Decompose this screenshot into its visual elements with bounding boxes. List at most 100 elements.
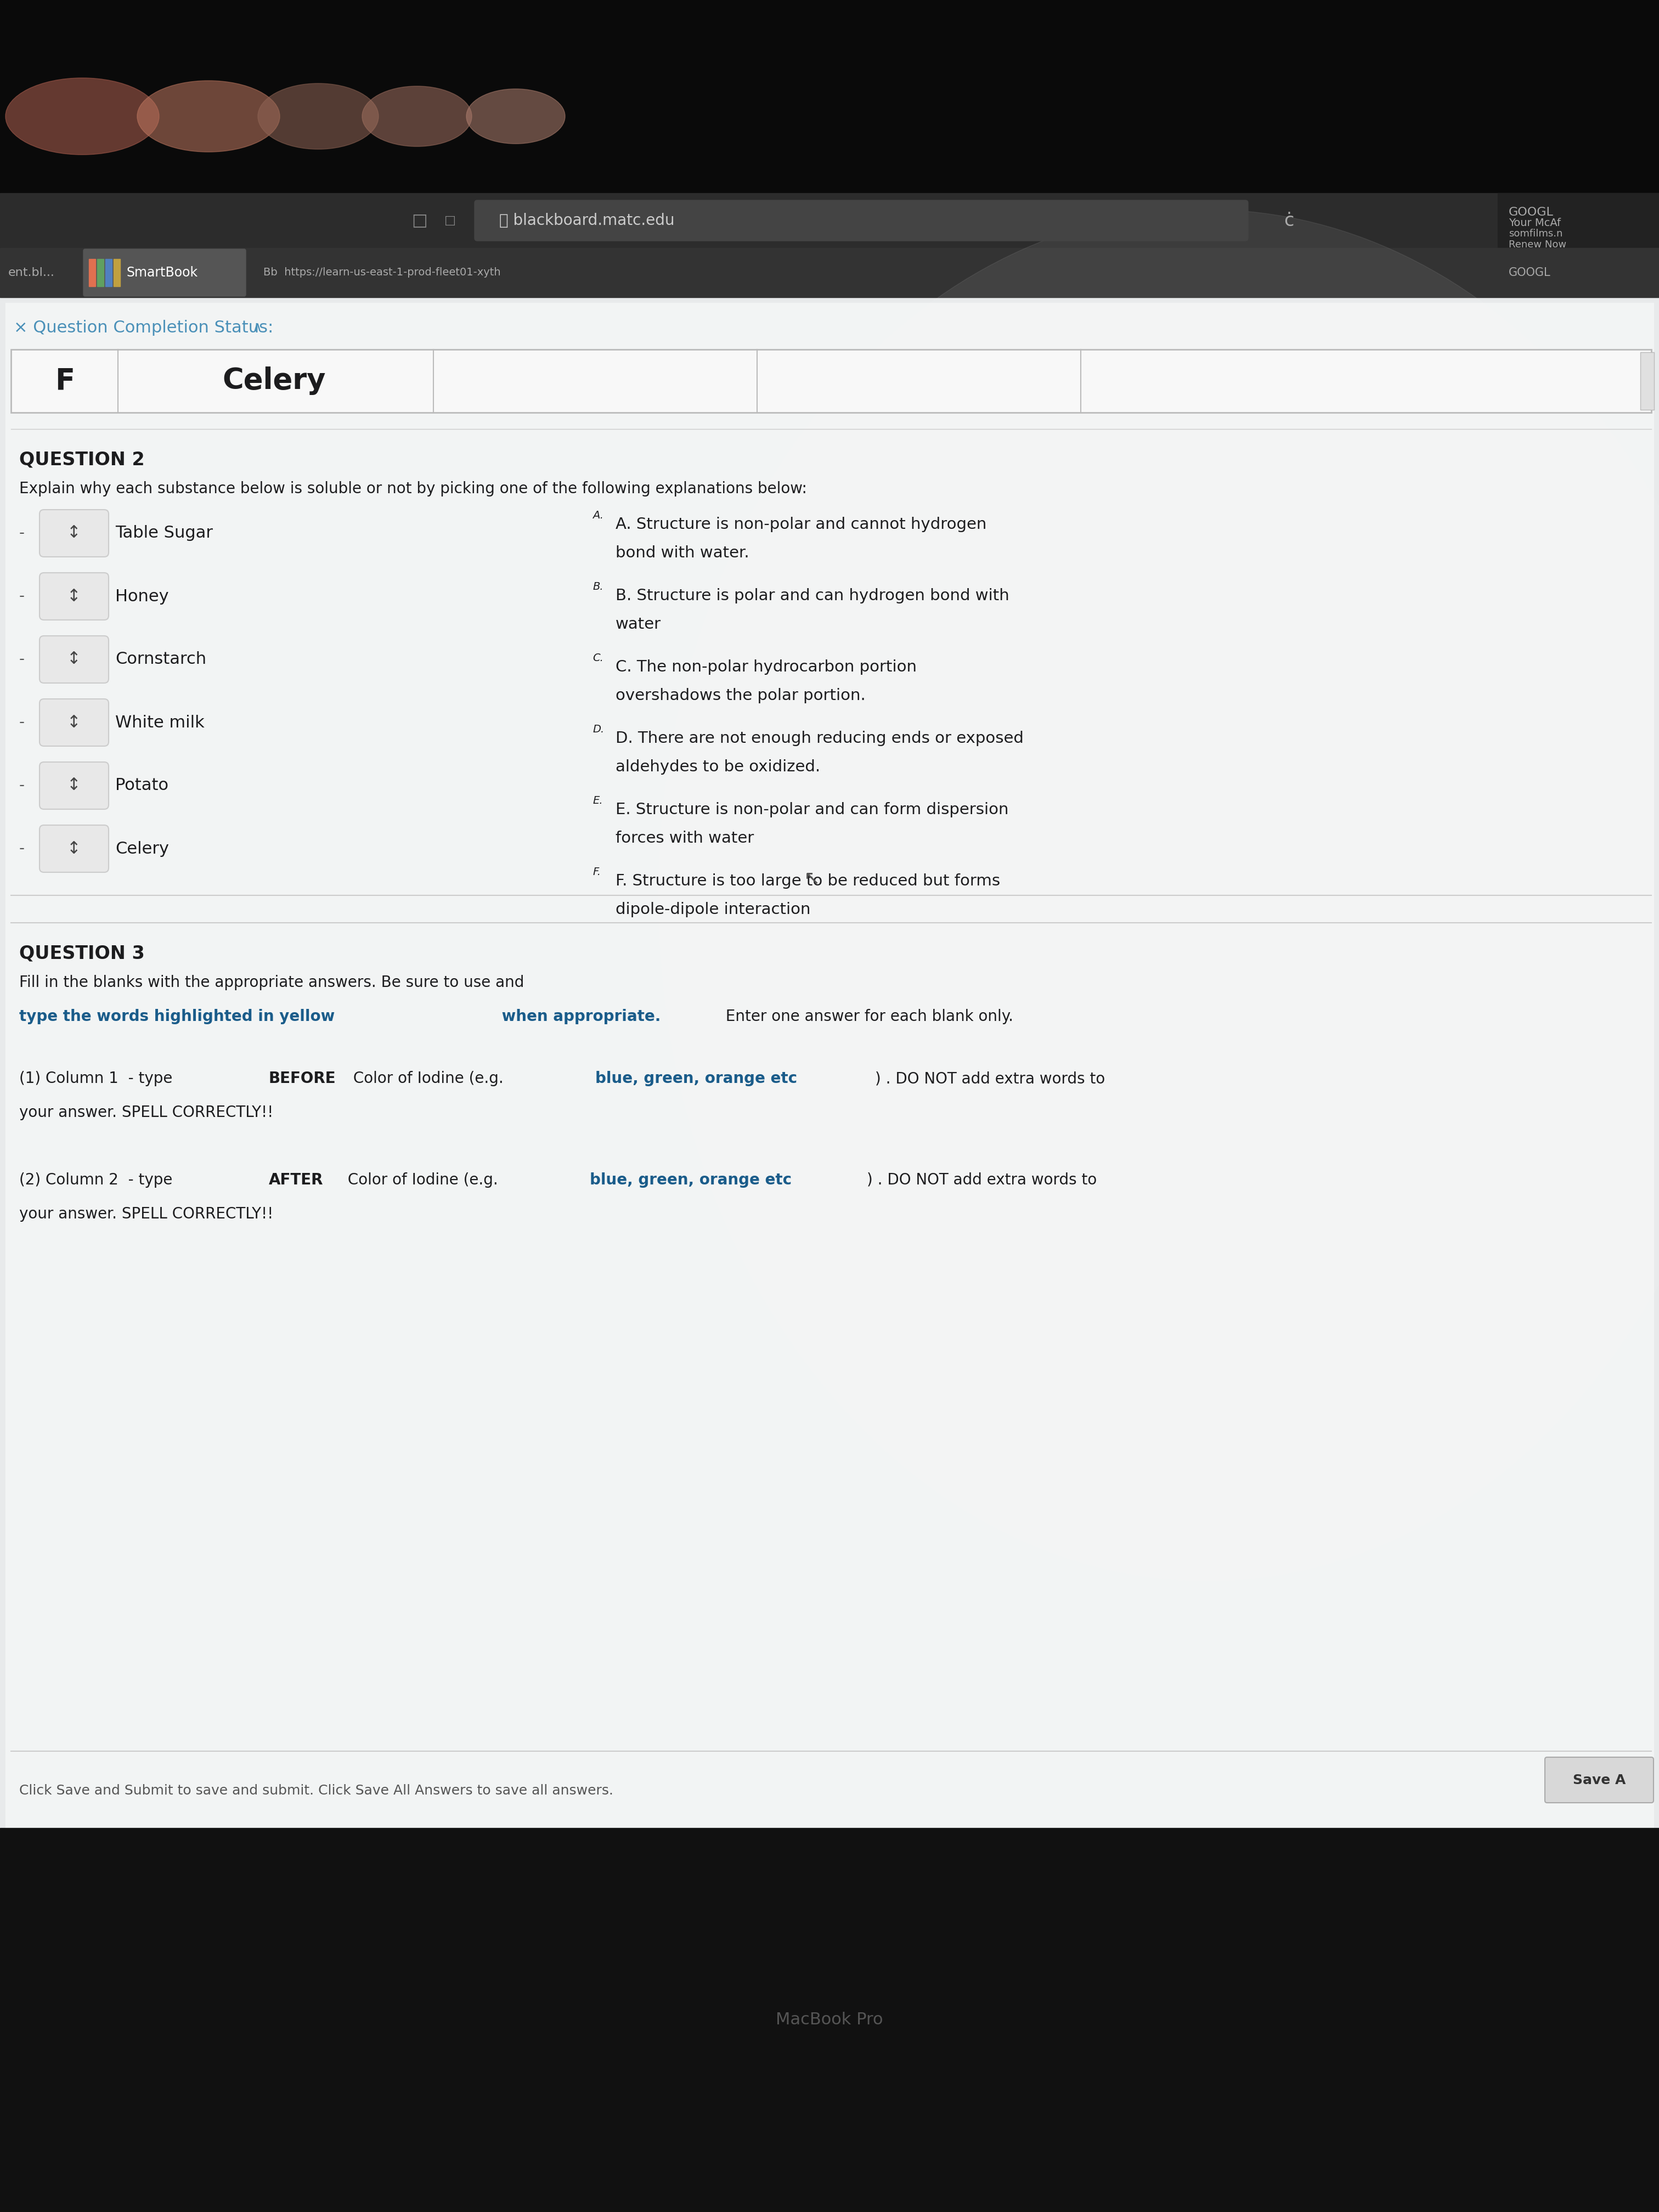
Text: (1) Column 1  - type: (1) Column 1 - type	[20, 1071, 178, 1086]
Text: Color of Iodine (e.g.: Color of Iodine (e.g.	[348, 1071, 508, 1086]
Text: MacBook Pro: MacBook Pro	[776, 2013, 883, 2028]
Text: ċ: ċ	[1284, 212, 1294, 230]
Text: Your McAf: Your McAf	[1508, 217, 1561, 228]
Text: GOOGL: GOOGL	[1508, 268, 1551, 279]
Text: aldehydes to be oxidized.: aldehydes to be oxidized.	[615, 759, 820, 774]
Text: Click Save and Submit to save and submit. Click Save All Answers to save all ans: Click Save and Submit to save and submit…	[20, 1785, 614, 1796]
FancyBboxPatch shape	[40, 825, 108, 872]
Bar	[0, 1827, 1659, 2212]
Text: A. Structure is non-polar and cannot hydrogen: A. Structure is non-polar and cannot hyd…	[615, 518, 987, 533]
Text: D. There are not enough reducing ends or exposed: D. There are not enough reducing ends or…	[615, 730, 1024, 745]
Text: ↕: ↕	[66, 779, 81, 794]
Text: C.: C.	[592, 653, 604, 664]
Text: ↕: ↕	[66, 714, 81, 730]
Text: Table Sugar: Table Sugar	[114, 524, 212, 542]
Text: B. Structure is polar and can hydrogen bond with: B. Structure is polar and can hydrogen b…	[615, 588, 1009, 604]
Text: ↕: ↕	[66, 653, 81, 668]
Bar	[113, 259, 119, 285]
Text: QUESTION 2: QUESTION 2	[20, 451, 144, 469]
Bar	[105, 259, 111, 285]
FancyBboxPatch shape	[474, 201, 1248, 241]
Text: SmartBook: SmartBook	[126, 265, 197, 279]
Text: Save A: Save A	[1573, 1774, 1626, 1787]
Text: blue, green, orange etc: blue, green, orange etc	[596, 1071, 798, 1086]
Text: type the words highlighted in yellow: type the words highlighted in yellow	[20, 1009, 335, 1024]
Ellipse shape	[659, 210, 1659, 1582]
Text: (2) Column 2  - type: (2) Column 2 - type	[20, 1172, 178, 1188]
Text: Cornstarch: Cornstarch	[114, 653, 206, 668]
Text: □: □	[411, 212, 428, 228]
Ellipse shape	[5, 77, 159, 155]
Bar	[0, 192, 1659, 248]
Text: blue, green, orange etc: blue, green, orange etc	[589, 1172, 791, 1188]
Text: F.: F.	[592, 867, 601, 878]
Text: Renew Now: Renew Now	[1508, 239, 1566, 250]
FancyBboxPatch shape	[40, 635, 108, 684]
FancyBboxPatch shape	[1545, 1756, 1654, 1803]
Text: -: -	[20, 714, 25, 730]
Text: 🔒 blackboard.matc.edu: 🔒 blackboard.matc.edu	[499, 212, 675, 228]
Bar	[98, 259, 103, 285]
Text: D.: D.	[592, 723, 604, 734]
Text: Enter one answer for each blank only.: Enter one answer for each blank only.	[717, 1009, 1014, 1024]
Ellipse shape	[466, 88, 566, 144]
Bar	[0, 296, 1659, 2090]
Bar	[12, 349, 1651, 414]
FancyBboxPatch shape	[40, 509, 108, 557]
Text: Fill in the blanks with the appropriate answers. Be sure to use and: Fill in the blanks with the appropriate …	[20, 975, 529, 991]
Text: B.: B.	[592, 582, 604, 593]
Text: A.: A.	[592, 511, 604, 520]
Ellipse shape	[138, 80, 280, 153]
Text: Celery: Celery	[222, 367, 327, 396]
Text: Explain why each substance below is soluble or not by picking one of the followi: Explain why each substance below is solu…	[20, 482, 806, 495]
FancyBboxPatch shape	[40, 573, 108, 619]
Text: ↕: ↕	[66, 841, 81, 856]
Text: ) . DO NOT add extra words to: ) . DO NOT add extra words to	[866, 1172, 1097, 1188]
Text: -: -	[20, 588, 25, 604]
Bar	[0, 248, 1659, 296]
Bar	[5, 303, 1654, 2086]
Text: ∧: ∧	[252, 321, 262, 334]
Bar	[0, 0, 1659, 192]
Text: -: -	[20, 653, 25, 668]
Text: somfilms.n: somfilms.n	[1508, 228, 1563, 239]
Text: BEFORE: BEFORE	[269, 1071, 337, 1086]
Text: Honey: Honey	[114, 588, 169, 604]
Text: water: water	[615, 617, 662, 633]
Text: QUESTION 3: QUESTION 3	[20, 945, 144, 962]
Text: bond with water.: bond with water.	[615, 546, 750, 560]
Text: AFTER: AFTER	[269, 1172, 324, 1188]
Text: GOOGL: GOOGL	[1508, 208, 1553, 217]
Text: ↖: ↖	[803, 869, 820, 889]
Text: Bb  https://learn-us-east-1-prod-fleet01-xyth: Bb https://learn-us-east-1-prod-fleet01-…	[264, 268, 501, 279]
Text: ↕: ↕	[66, 588, 81, 604]
Text: your answer. SPELL CORRECTLY!!: your answer. SPELL CORRECTLY!!	[20, 1206, 274, 1221]
Text: F: F	[55, 367, 75, 396]
Text: Color of Iodine (e.g.: Color of Iodine (e.g.	[343, 1172, 503, 1188]
Ellipse shape	[257, 84, 378, 148]
FancyBboxPatch shape	[83, 250, 246, 296]
Text: ) . DO NOT add extra words to: ) . DO NOT add extra words to	[874, 1071, 1105, 1086]
Text: C. The non-polar hydrocarbon portion: C. The non-polar hydrocarbon portion	[615, 659, 917, 675]
FancyBboxPatch shape	[40, 699, 108, 745]
Text: E.: E.	[592, 796, 602, 805]
Text: dipole-dipole interaction: dipole-dipole interaction	[615, 902, 811, 918]
Text: Celery: Celery	[114, 841, 169, 856]
Text: F. Structure is too large to be reduced but forms: F. Structure is too large to be reduced …	[615, 874, 1000, 889]
Bar	[90, 259, 96, 285]
Text: forces with water: forces with water	[615, 830, 753, 845]
Text: -: -	[20, 526, 25, 542]
Text: overshadows the polar portion.: overshadows the polar portion.	[615, 688, 866, 703]
Text: White milk: White milk	[114, 714, 204, 730]
Text: Potato: Potato	[114, 779, 169, 794]
Text: when appropriate.: when appropriate.	[496, 1009, 660, 1024]
Text: your answer. SPELL CORRECTLY!!: your answer. SPELL CORRECTLY!!	[20, 1106, 274, 1119]
Text: × Question Completion Status:: × Question Completion Status:	[13, 319, 274, 336]
Bar	[1641, 352, 1654, 409]
Text: -: -	[20, 779, 25, 794]
Text: E. Structure is non-polar and can form dispersion: E. Structure is non-polar and can form d…	[615, 803, 1009, 818]
Ellipse shape	[362, 86, 471, 146]
Bar	[1498, 192, 1659, 248]
Text: □: □	[445, 215, 456, 226]
FancyBboxPatch shape	[40, 761, 108, 810]
